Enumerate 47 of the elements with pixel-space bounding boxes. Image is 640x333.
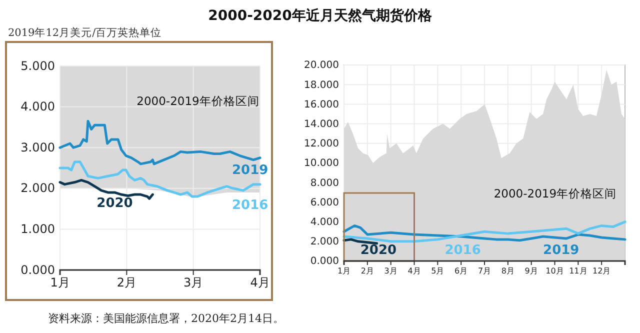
x-tick-label: 6月 [454,266,468,276]
y-tick-label: 0.000 [20,262,55,277]
y-tick-label: 6.000 [310,197,339,208]
y-tick-label: 5.000 [20,58,55,73]
y-tick-label: 20.000 [304,60,339,72]
x-tick-label: 10月 [546,266,564,276]
y-tick-label: 4.000 [310,217,339,228]
y-tick-label: 2.000 [20,181,55,196]
x-tick-label: 2月 [116,276,136,290]
x-tick-label: 1月 [337,266,351,276]
y-tick-label: 18.000 [304,80,339,91]
series-label: 2016 [444,243,481,258]
x-tick-label: 7月 [478,266,492,276]
series-label: 2019 [232,163,268,178]
x-tick-label: 4月 [408,266,421,276]
x-tick-label: 1月 [50,276,70,290]
x-tick-label: 3月 [384,266,398,276]
x-tick-label: 11月 [569,266,588,276]
y-tick-label: 8.000 [310,178,339,189]
y-tick-label: 1.000 [20,222,55,236]
line-series [58,120,262,166]
y-tick-label: 2.000 [310,236,339,248]
x-tick-label: 2月 [360,266,374,276]
series-label: 2020 [360,243,397,258]
y-axis-title: 2019年12月美元/百万英热单位 [8,26,162,39]
y-tick-label: 12.000 [304,138,339,150]
x-tick-label: 4月 [250,276,270,290]
text: 2000-2020年近月天然气期货价格 [208,7,433,24]
series-label: 2000-2019年价格区间 [494,186,617,200]
series-label: 2019 [543,243,580,258]
x-tick-label: 9月 [524,266,538,276]
text: 资料来源：美国能源信息署，2020年2月14日。 [48,312,284,325]
text: 2000-2019年价格区间 [136,94,260,108]
x-tick-label: 5月 [431,266,444,276]
y-tick-label: 0.000 [310,256,339,268]
line-series [342,224,626,242]
x-tick-label: 3月 [184,276,204,290]
series-label: 2016 [232,198,268,213]
y-tick-label: 10.000 [304,158,339,170]
y-tick-label: 3.000 [20,140,55,154]
y-tick-label: 16.000 [304,99,339,110]
series-label: 2020 [96,196,133,211]
x-tick-label: 12月 [592,266,611,276]
x-tick-label: 8月 [501,266,514,276]
y-tick-label: 14.000 [304,119,339,130]
y-tick-label: 4.000 [20,100,55,114]
line-series [342,220,626,243]
